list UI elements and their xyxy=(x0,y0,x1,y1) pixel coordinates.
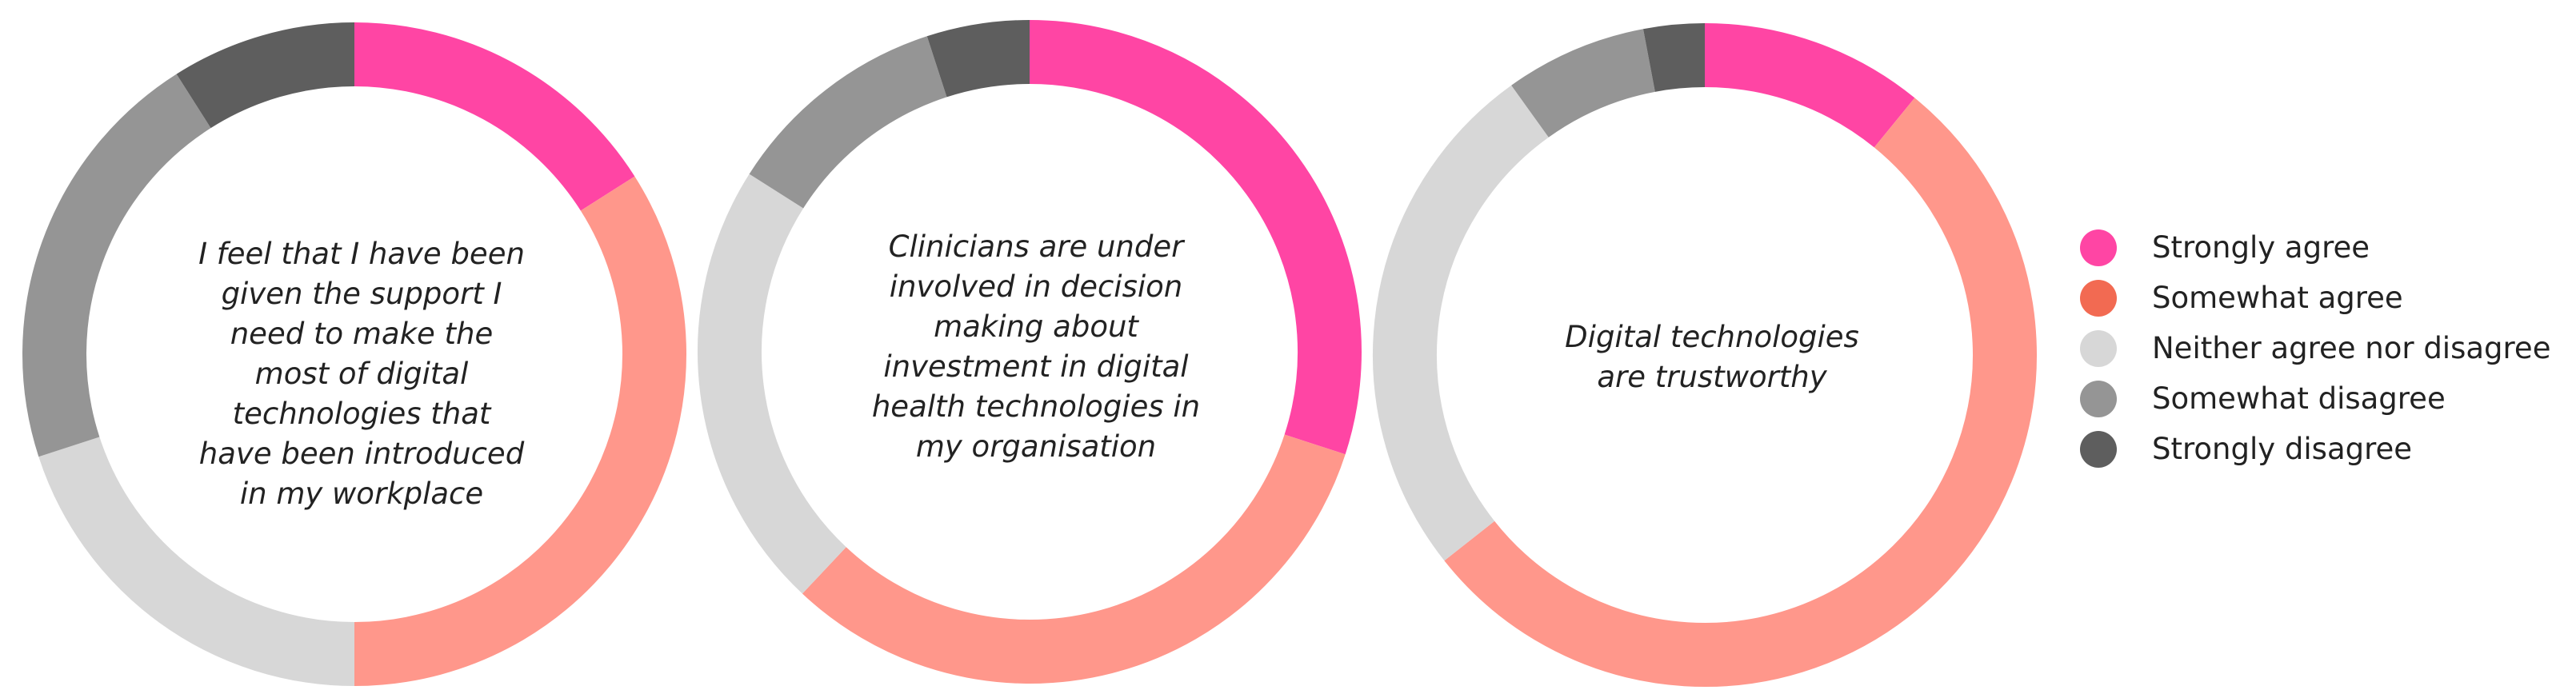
chart-2-slice-strongly-disagree xyxy=(926,20,1030,98)
legend-item-neither: Neither agree nor disagree xyxy=(2080,323,2550,373)
chart-2-slice-somewhat-disagree xyxy=(749,36,948,209)
chart-1-slice-strongly-disagree xyxy=(176,22,355,129)
chart-2-slice-strongly-agree xyxy=(1029,20,1362,455)
chart-3-slice-somewhat-agree xyxy=(1444,98,2037,687)
chart-3-slice-strongly-disagree xyxy=(1643,23,1706,92)
chart-1-slice-somewhat-agree xyxy=(354,176,686,686)
chart-2-slice-neither xyxy=(698,174,846,594)
chart-3-slice-somewhat-disagree xyxy=(1511,29,1656,138)
legend-swatch xyxy=(2080,430,2117,468)
legend-swatch xyxy=(2080,229,2117,266)
legend-item-somewhat-disagree: Somewhat disagree xyxy=(2080,373,2550,424)
chart-1-slice-somewhat-disagree xyxy=(22,74,211,457)
legend-swatch xyxy=(2080,279,2117,317)
legend-label: Strongly disagree xyxy=(2152,432,2413,466)
chart-2-title: Clinicians are under involved in decisio… xyxy=(871,229,1201,464)
legend-label: Somewhat disagree xyxy=(2152,381,2446,416)
legend-item-somewhat-agree: Somewhat agree xyxy=(2080,273,2550,323)
legend: Strongly agree Somewhat agree Neither ag… xyxy=(2080,222,2550,474)
legend-swatch xyxy=(2080,329,2117,367)
legend-label: Neither agree nor disagree xyxy=(2152,331,2551,365)
legend-label: Somewhat agree xyxy=(2152,281,2403,315)
legend-label: Strongly agree xyxy=(2152,230,2370,265)
legend-item-strongly-agree: Strongly agree xyxy=(2080,222,2550,273)
chart-1-title: I feel that I have been given the suppor… xyxy=(198,237,525,511)
legend-swatch xyxy=(2080,380,2117,417)
chart-1-slice-strongly-agree xyxy=(354,22,635,211)
legend-item-strongly-disagree: Strongly disagree xyxy=(2080,424,2550,474)
chart-2-slice-somewhat-agree xyxy=(802,434,1346,684)
chart-1-slice-neither xyxy=(38,437,355,686)
chart-3-slice-strongly-agree xyxy=(1704,23,1915,148)
chart-3-slice-neither xyxy=(1373,85,1549,561)
chart-3-title: Digital technologies are trustworthy xyxy=(1565,320,1859,394)
